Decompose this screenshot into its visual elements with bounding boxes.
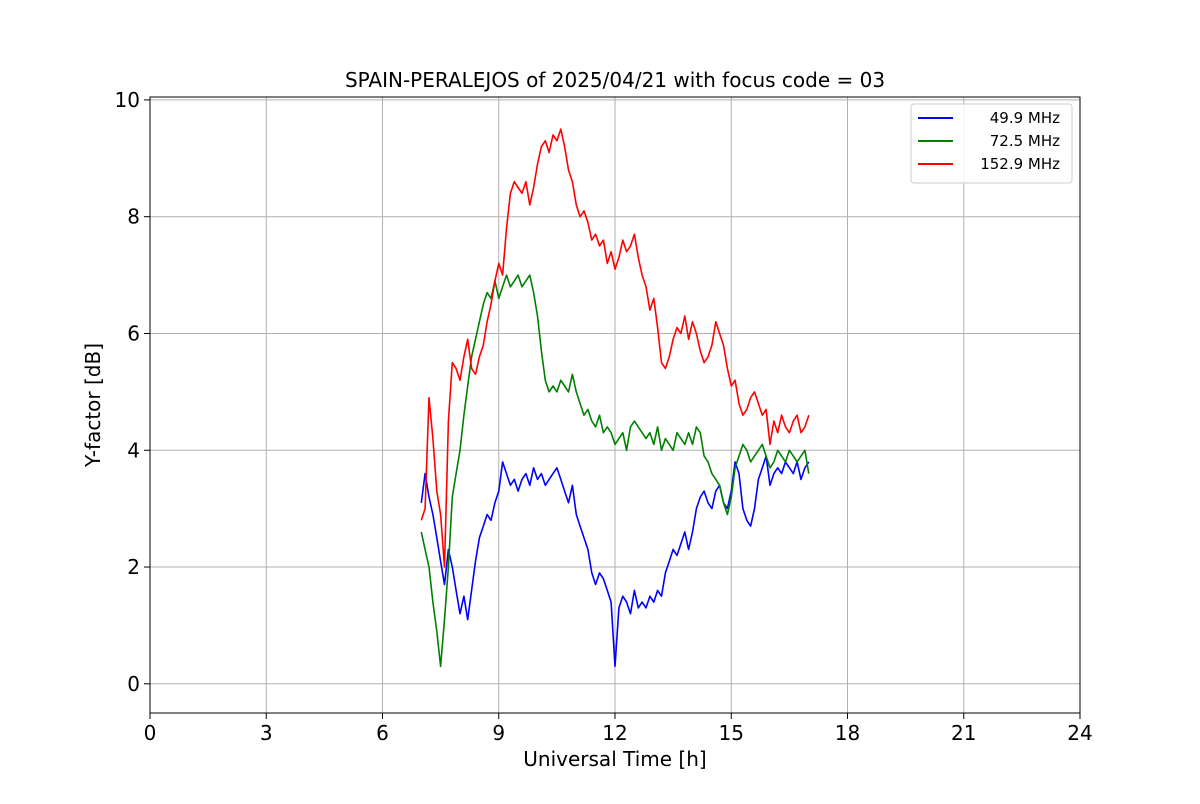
series-line-72-5-mhz <box>420 274 810 668</box>
legend-label: 49.9 MHz <box>990 109 1060 127</box>
series-line-49-9-mhz <box>420 455 810 668</box>
x-tick-label: 9 <box>492 721 505 745</box>
x-tick-label: 3 <box>260 721 273 745</box>
y-tick-label: 4 <box>127 438 140 462</box>
y-tick-label: 2 <box>127 555 140 579</box>
y-tick-label: 10 <box>115 88 140 112</box>
chart-title: SPAIN-PERALEJOS of 2025/04/21 with focus… <box>345 68 885 92</box>
x-tick-label: 0 <box>144 721 157 745</box>
y-axis-title: Y-factor [dB] <box>81 343 105 468</box>
y-tick-label: 8 <box>127 205 140 229</box>
series-layer <box>420 128 810 668</box>
y-tick-label: 6 <box>127 321 140 345</box>
x-tick-label: 21 <box>951 721 976 745</box>
legend: 49.9 MHz 72.5 MHz 152.9 MHz <box>910 103 1073 184</box>
x-tick-label: 18 <box>835 721 860 745</box>
y-tick-label: 0 <box>127 672 140 696</box>
series-line-152-9-mhz <box>420 128 810 568</box>
x-tick-label: 15 <box>719 721 744 745</box>
x-tick-label: 24 <box>1067 721 1092 745</box>
legend-label: 152.9 MHz <box>980 155 1060 173</box>
legend-label: 72.5 MHz <box>990 132 1060 150</box>
grid <box>149 97 1081 713</box>
x-tick-label: 6 <box>376 721 389 745</box>
x-tick-label: 12 <box>602 721 627 745</box>
x-axis-title: Universal Time [h] <box>523 747 706 771</box>
